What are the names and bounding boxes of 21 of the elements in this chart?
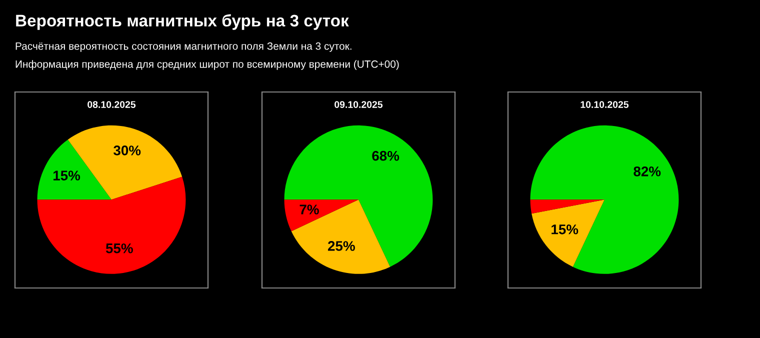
pie-slice [532,200,604,267]
pie-slice [530,200,604,214]
chart-title: 10.10.2025 [580,101,629,108]
text: Расчётная вероятность состояния магнитного поля Земли на 3 суток. [16,42,352,52]
data-label: 7% [300,204,319,214]
text: Вероятность магнитных бурь на 3 суток [16,14,349,30]
chart-title: 08.10.2025 [88,101,136,108]
data-label: 82% [634,166,661,176]
pie-slice [530,125,679,274]
pie-slice [291,200,390,274]
pie-slice [284,200,358,232]
data-label: 15% [54,170,80,180]
data-label: 55% [106,243,133,254]
data-label: 25% [328,241,355,251]
pie-slice [37,140,112,200]
data-label: 15% [552,224,578,234]
data-label: 68% [372,150,400,161]
data-label: 30% [114,146,141,156]
text: Информация приведена для средних широт по всемирному времени (UTC+00) [16,60,399,70]
chart-title: 09.10.2025 [334,101,383,108]
pie-slice [284,125,433,267]
